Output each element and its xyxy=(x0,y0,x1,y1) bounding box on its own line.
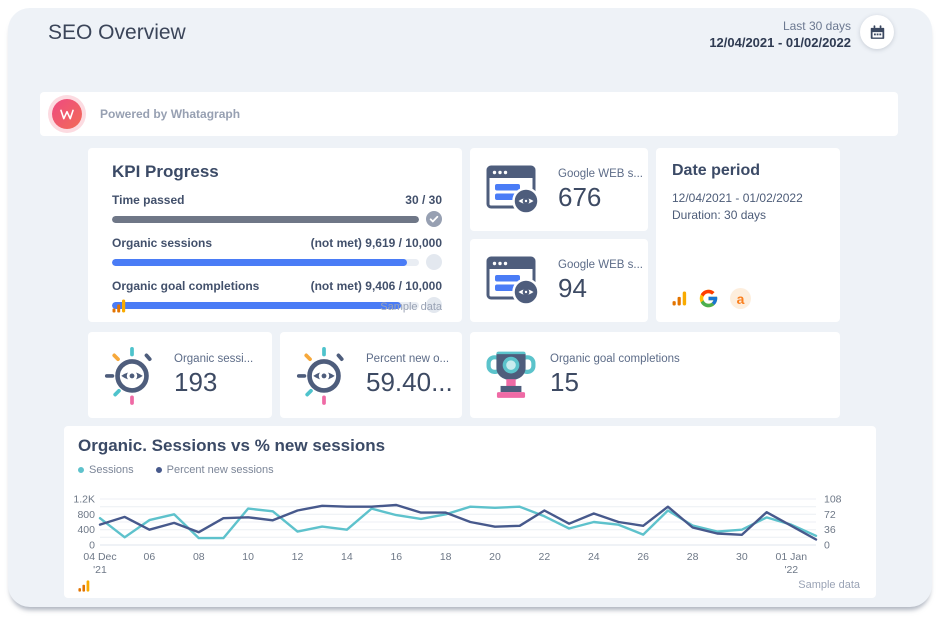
x-axis-tick: 08 xyxy=(193,551,205,563)
x-axis-tick: 06 xyxy=(144,551,156,563)
eye-sparks-icon xyxy=(296,347,344,405)
legend-label: Sessions xyxy=(89,464,134,476)
left-axis-tick: 0 xyxy=(89,540,95,552)
x-axis-tick-year: '21 xyxy=(93,564,107,576)
sample-data-note: Sample data xyxy=(380,301,442,313)
x-axis-tick: 18 xyxy=(440,551,452,563)
date-range-label: Last 30 days xyxy=(782,19,851,33)
right-axis-tick: 108 xyxy=(824,494,842,506)
kpi-label: Organic sessions xyxy=(112,236,213,250)
progress-track xyxy=(112,215,419,223)
kpi-value: (not met) 9,619 / 10,000 xyxy=(310,236,442,250)
x-axis-tick: 04 Dec xyxy=(83,551,116,563)
stat-label: Organic goal completions xyxy=(550,353,680,365)
kpi-row-time-passed: Time passed 30 / 30 xyxy=(112,192,442,227)
kpi-progress-widget[interactable]: KPI Progress Time passed 30 / 30 Organic… xyxy=(88,148,462,322)
left-axis-tick: 800 xyxy=(77,509,95,521)
stat-widget-web-sessions-1[interactable]: Google WEB s... 676 xyxy=(470,148,648,231)
right-axis-tick: 0 xyxy=(824,540,830,552)
whatagraph-logo-icon xyxy=(52,99,82,129)
left-axis-tick: 400 xyxy=(77,524,95,536)
stat-value: 94 xyxy=(558,272,587,303)
x-axis-tick: 30 xyxy=(736,551,748,563)
stat-label: Google WEB s... xyxy=(558,167,644,180)
stat-widget-organic-sessions[interactable]: Organic sessi... 193 xyxy=(88,332,272,418)
sample-data-note: Sample data xyxy=(798,579,860,591)
progress-track xyxy=(112,301,419,309)
eye-sparks-icon xyxy=(104,347,152,405)
stat-label: Percent new o... xyxy=(366,353,450,365)
stat-label: Organic sessi... xyxy=(174,353,254,365)
stat-widget-goal-completions[interactable]: Organic goal completions 15 xyxy=(470,332,840,418)
google-analytics-icon xyxy=(78,580,90,592)
google-analytics-icon xyxy=(672,291,687,306)
browser-eye-icon xyxy=(486,256,540,306)
progress-fill xyxy=(112,215,419,223)
right-axis-tick: 36 xyxy=(824,524,836,536)
stat-value: 676 xyxy=(558,181,602,212)
legend-item-sessions[interactable]: Sessions xyxy=(78,464,134,476)
stat-value: 193 xyxy=(174,367,218,397)
date-period-range: 12/04/2021 - 01/02/2022 xyxy=(672,191,803,205)
kpi-value: 30 / 30 xyxy=(405,193,442,207)
line-chart[interactable]: 0 400 800 1.2K 0 36 72 108 04 Dec'21 06 08 10 12 14 16… xyxy=(70,483,870,583)
x-axis-tick: 26 xyxy=(637,551,649,563)
legend-item-percent-new-sessions[interactable]: Percent new sessions xyxy=(155,464,274,476)
x-axis-tick: 24 xyxy=(588,551,600,563)
sessions-line[interactable] xyxy=(98,505,818,540)
google-icon xyxy=(699,289,718,308)
date-period-duration: Duration: 30 days xyxy=(672,208,767,222)
date-period-widget[interactable]: Date period 12/04/2021 - 01/02/2022 Dura… xyxy=(656,148,840,322)
stat-widget-web-sessions-2[interactable]: Google WEB s... 94 xyxy=(470,239,648,322)
kpi-label: Organic goal completions xyxy=(112,279,260,293)
kpi-row-goal-completions: Organic goal completions (not met) 9,406… xyxy=(112,278,442,313)
kpi-value: (not met) 9,406 / 10,000 xyxy=(310,279,442,293)
ahrefs-icon: a xyxy=(730,288,751,309)
calendar-button[interactable] xyxy=(860,15,894,49)
legend-dot-percent-icon xyxy=(155,467,162,473)
kpi-row-organic-sessions: Organic sessions (not met) 9,619 / 10,00… xyxy=(112,235,442,270)
goal-pending-circle xyxy=(426,297,442,313)
stat-value: 15 xyxy=(550,367,579,397)
calendar-icon xyxy=(870,24,884,39)
date-period-title: Date period xyxy=(672,162,761,179)
x-axis-tick: 28 xyxy=(687,551,699,563)
x-axis-tick: 12 xyxy=(292,551,304,563)
x-axis-tick: 16 xyxy=(390,551,402,563)
x-axis-tick: 20 xyxy=(489,551,501,563)
stat-label: Google WEB s... xyxy=(558,258,644,271)
stat-widget-percent-new[interactable]: Percent new o... 59.40... xyxy=(280,332,462,418)
powered-by-text: Powered by Whatagraph xyxy=(100,107,241,121)
x-axis-tick-year: '22 xyxy=(784,564,798,576)
browser-eye-icon xyxy=(486,165,540,215)
report-canvas: SEO Overview Last 30 days 12/04/2021 - 0… xyxy=(8,8,932,607)
google-analytics-icon xyxy=(112,299,126,313)
date-range-dates: 12/04/2021 - 01/02/2022 xyxy=(709,35,851,50)
x-axis-tick: 10 xyxy=(242,551,254,563)
left-axis-tick: 1.2K xyxy=(73,494,95,506)
sessions-chart-widget[interactable]: Organic. Sessions vs % new sessions Sess… xyxy=(64,426,876,598)
right-axis-tick: 72 xyxy=(824,509,836,521)
percent-new-sessions-line[interactable] xyxy=(98,503,818,541)
date-range-display: Last 30 days 12/04/2021 - 01/02/2022 xyxy=(709,18,851,51)
stat-value: 59.40... xyxy=(366,367,453,397)
x-axis-tick: 14 xyxy=(341,551,353,563)
chart-title: Organic. Sessions vs % new sessions xyxy=(78,436,386,455)
x-axis-tick: 22 xyxy=(539,551,551,563)
trophy-icon xyxy=(486,351,536,398)
progress-track xyxy=(112,258,419,266)
page-title: SEO Overview xyxy=(48,21,186,44)
powered-by-bar: Powered by Whatagraph xyxy=(40,92,898,136)
goal-pending-circle xyxy=(426,254,442,270)
kpi-label: Time passed xyxy=(112,193,185,207)
x-axis-tick: 01 Jan xyxy=(776,551,808,563)
legend-dot-sessions-icon xyxy=(78,467,84,473)
goal-met-check-icon xyxy=(426,211,442,227)
chart-legend: Sessions Percent new sessions xyxy=(78,464,274,476)
progress-fill xyxy=(112,258,408,266)
progress-fill xyxy=(112,301,401,309)
kpi-progress-title: KPI Progress xyxy=(112,162,219,181)
legend-label: Percent new sessions xyxy=(166,464,274,476)
